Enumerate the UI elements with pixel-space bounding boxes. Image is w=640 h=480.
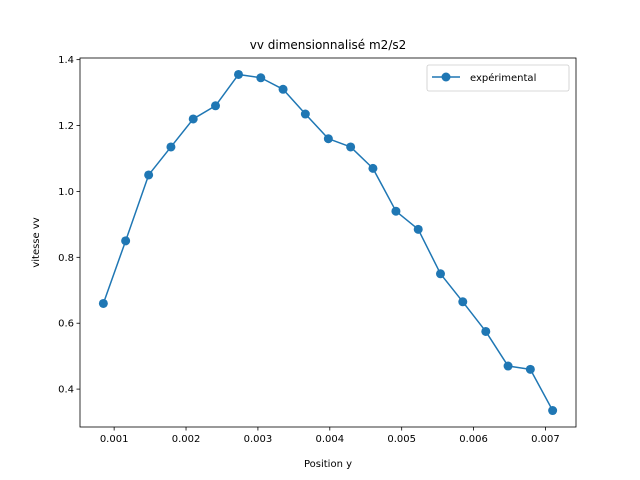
y-axis: 0.4 0.6 0.8 1.0 1.2 1.4 [58, 55, 80, 396]
data-point [458, 297, 468, 307]
y-tick-label: 0.6 [58, 319, 74, 330]
series-line [102, 73, 554, 411]
data-point [278, 84, 288, 94]
x-tick-label: 0.003 [244, 434, 273, 445]
data-point [234, 69, 244, 79]
data-point [525, 364, 535, 374]
x-tick-label: 0.001 [100, 434, 129, 445]
data-point [300, 109, 310, 119]
legend-label: expérimental [470, 72, 536, 84]
legend: expérimental [426, 64, 570, 92]
y-axis-label: vitesse vv [31, 217, 42, 267]
data-point [188, 114, 198, 124]
data-point [256, 73, 266, 83]
y-tick-label: 0.8 [58, 253, 74, 264]
data-point [413, 224, 423, 234]
data-point [121, 236, 131, 246]
data-point [144, 170, 154, 180]
data-point [166, 142, 176, 152]
data-point [211, 101, 221, 111]
data-point [503, 361, 513, 371]
y-tick-label: 1.0 [58, 187, 74, 198]
legend-box [426, 64, 570, 92]
data-point [548, 406, 558, 416]
x-tick-label: 0.002 [172, 434, 201, 445]
x-tick-label: 0.005 [387, 434, 416, 445]
y-tick-label: 1.4 [58, 55, 74, 66]
x-tick-label: 0.007 [531, 434, 560, 445]
data-point [435, 269, 445, 279]
x-tick-label: 0.004 [315, 434, 344, 445]
data-point [481, 326, 491, 336]
plot-marks [98, 69, 558, 416]
data-point [391, 206, 401, 216]
y-tick-label: 0.4 [58, 385, 74, 396]
chart-title: vv dimensionnalisé m2/s2 [250, 38, 407, 52]
data-point [98, 298, 108, 308]
plot-frame [79, 57, 577, 428]
data-point [346, 142, 356, 152]
data-point [368, 163, 378, 173]
x-axis-label: Position y [304, 459, 352, 470]
data-point [323, 134, 333, 144]
x-axis: 0.001 0.002 0.003 0.004 0.005 0.006 0.007 [100, 427, 560, 445]
y-tick-label: 1.2 [58, 121, 74, 132]
legend-marker-swatch [441, 72, 451, 82]
x-tick-label: 0.006 [459, 434, 488, 445]
